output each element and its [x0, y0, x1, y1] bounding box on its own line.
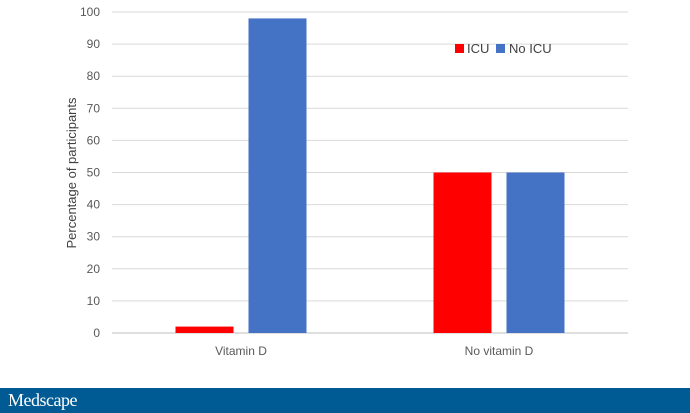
x-category-label: No vitamin D [465, 344, 534, 358]
legend: ICU No ICU [455, 41, 552, 56]
y-tick-label: 0 [93, 326, 100, 340]
y-tick-label: 80 [87, 69, 101, 83]
bar-no-icu-no-vitamin-d [506, 172, 565, 333]
legend-swatch-no-icu [496, 44, 505, 53]
legend-swatch-icu [455, 44, 464, 53]
y-tick-label: 10 [87, 294, 101, 308]
y-tick-label: 40 [87, 198, 101, 212]
y-tick-label: 100 [80, 5, 100, 19]
bar-chart: 0 10 20 30 40 50 60 70 80 90 100 Vitamin D No vitam… [64, 5, 628, 358]
bar-icu-no-vitamin-d [433, 172, 492, 333]
bar-no-icu-vitamin-d [248, 18, 307, 333]
x-category-label: Vitamin D [215, 344, 267, 358]
legend-label-icu: ICU [467, 41, 489, 56]
y-tick-label: 60 [87, 133, 101, 147]
gridlines [112, 11, 628, 334]
bars [175, 18, 565, 333]
y-tick-label: 50 [87, 166, 101, 180]
y-tick-label: 70 [87, 101, 101, 115]
y-axis-ticks: 0 10 20 30 40 50 60 70 80 90 100 [80, 5, 100, 340]
legend-label-no-icu: No ICU [509, 41, 552, 56]
y-axis-label: Percentage of participants [64, 97, 79, 249]
y-tick-label: 30 [87, 230, 101, 244]
y-tick-label: 20 [87, 262, 101, 276]
medscape-logo: Medscape [8, 390, 77, 410]
bar-icu-vitamin-d [175, 326, 234, 333]
y-tick-label: 90 [87, 37, 101, 51]
x-axis-categories: Vitamin D No vitamin D [215, 344, 534, 358]
footer-bar: Medscape [0, 388, 690, 413]
